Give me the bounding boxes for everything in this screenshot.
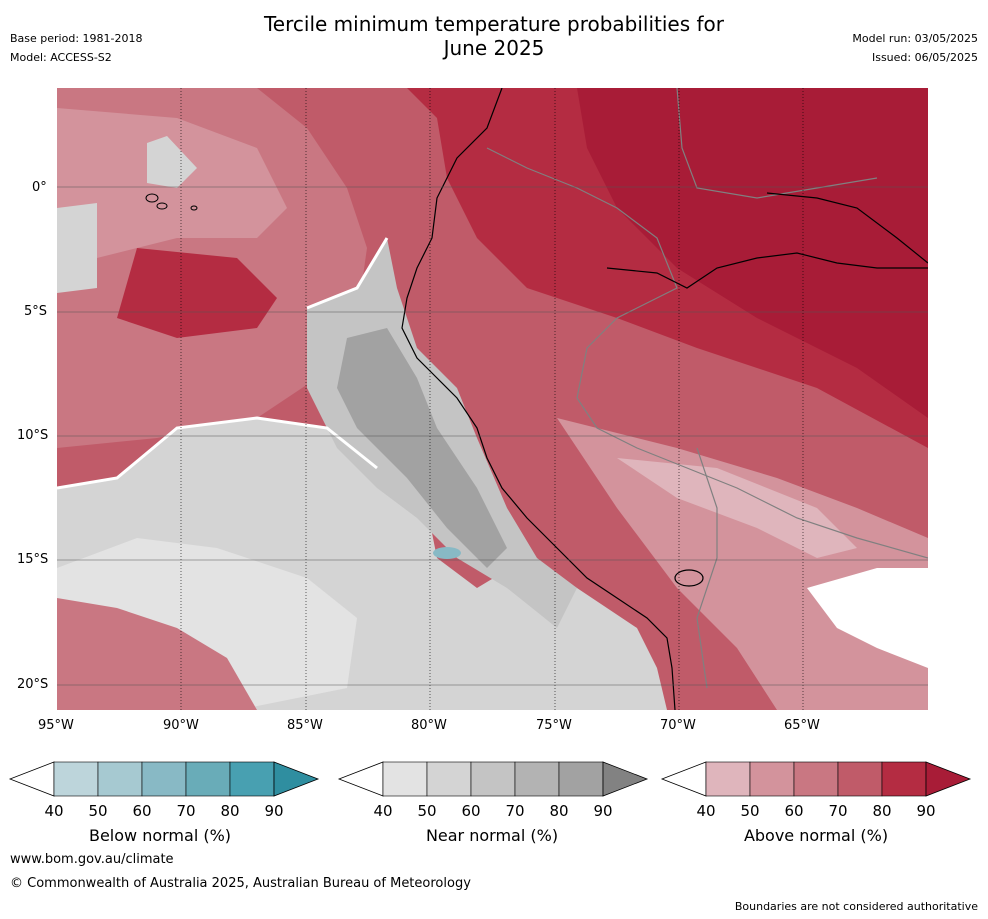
colorbar-tick: 70 — [505, 802, 525, 820]
colorbar-segment — [470, 761, 516, 797]
coastline — [401, 88, 676, 710]
near-normal-west-edge — [57, 203, 97, 293]
colorbar-tick: 40 — [373, 802, 393, 820]
colorbar-segment — [229, 761, 275, 797]
colorbar-tick: 60 — [784, 802, 804, 820]
colorbar-tick: 50 — [88, 802, 108, 820]
colorbar-tick: 70 — [828, 802, 848, 820]
lake-titicaca — [674, 569, 704, 587]
map-title: Tercile minimum temperature probabilitie… — [244, 12, 744, 60]
contour-outline-1 — [57, 416, 378, 490]
colorbar-extension-high — [602, 761, 649, 797]
lon-label: 80°W — [411, 718, 447, 733]
country-borders-north — [676, 88, 878, 199]
above-80-ocean-patch — [117, 248, 277, 338]
map-svg — [57, 88, 928, 710]
colorbar-tick: 60 — [461, 802, 481, 820]
copyright-text: © Commonwealth of Australia 2025, Austra… — [10, 876, 471, 891]
colorbar-segment — [793, 761, 839, 797]
colorbar-label-below: Below normal (%) — [88, 826, 232, 845]
colorbar-segment — [141, 761, 187, 797]
colorbar-tick: 50 — [740, 802, 760, 820]
colorbar-label-near: Near normal (%) — [425, 826, 559, 845]
amazon-river — [606, 252, 928, 289]
colorbar-tick: 80 — [220, 802, 240, 820]
colorbar-extension-low — [660, 761, 707, 797]
river-north — [766, 192, 928, 264]
colorbar-tick: 70 — [176, 802, 196, 820]
lon-label: 90°W — [163, 718, 199, 733]
above-60-ocean-northwest — [57, 108, 287, 268]
above-60-southeast — [557, 418, 928, 710]
colorbar-segment — [705, 761, 751, 797]
colorbar-segment — [53, 761, 99, 797]
colorbar-2 — [660, 761, 972, 797]
colorbar-label-above: Above normal (%) — [743, 826, 889, 845]
colorbar-tick: 50 — [417, 802, 437, 820]
colorbar-tick: 90 — [593, 802, 613, 820]
country-borders — [486, 147, 928, 559]
galapagos-island — [156, 202, 168, 210]
colorbar-segment — [749, 761, 795, 797]
latitude-gridlines — [57, 186, 928, 686]
colorbar-segment — [185, 761, 231, 797]
lat-label: 20°S — [17, 677, 49, 692]
colorbar-segment — [881, 761, 927, 797]
website-text: www.bom.gov.au/climate — [10, 852, 174, 867]
colorbar-1 — [337, 761, 649, 797]
title-line-1: Tercile minimum temperature probabilitie… — [263, 12, 725, 36]
no-dominant-patch — [807, 568, 928, 668]
lon-label: 65°W — [784, 718, 820, 733]
base-period-text: Base period: 1981-2018 — [10, 32, 143, 45]
colorbar-segment — [97, 761, 143, 797]
lon-label: 85°W — [287, 718, 323, 733]
country-borders-south — [696, 447, 718, 689]
colorbar-segment — [514, 761, 560, 797]
lat-label: 15°S — [17, 552, 49, 567]
lat-label: 5°S — [24, 304, 48, 319]
colorbar-tick: 80 — [549, 802, 569, 820]
colorbar-tick: 40 — [44, 802, 64, 820]
colorbar-svg — [8, 761, 972, 797]
contour-outline-2 — [306, 237, 389, 310]
colorbar-extension-high — [925, 761, 972, 797]
disclaimer-text: Boundaries are not considered authoritat… — [734, 900, 978, 913]
title-line-2: June 2025 — [443, 36, 545, 60]
colorbar-segment — [837, 761, 883, 797]
galapagos-island — [190, 205, 198, 211]
colorbar-0 — [8, 761, 320, 797]
colorbar-segment — [558, 761, 604, 797]
above-40-southeast — [617, 458, 857, 558]
below-normal-patch — [433, 547, 461, 559]
colorbar-tick: 90 — [264, 802, 284, 820]
colorbar-extension-high — [273, 761, 320, 797]
colorbar-extension-low — [8, 761, 55, 797]
colorbar-tick: 90 — [916, 802, 936, 820]
model-run-text: Model run: 03/05/2025 — [852, 32, 978, 45]
near-normal-galapagos — [147, 136, 197, 188]
colorbar-segment — [426, 761, 472, 797]
colorbar-segment — [382, 761, 428, 797]
above-70-southwest — [57, 598, 257, 710]
colorbar-tick: 40 — [696, 802, 716, 820]
probability-map — [57, 88, 928, 710]
colorbar-extension-low — [337, 761, 384, 797]
issued-text: Issued: 06/05/2025 — [871, 51, 978, 64]
model-text: Model: ACCESS-S2 — [10, 51, 112, 64]
lat-label: 10°S — [17, 428, 49, 443]
lat-label: 0° — [32, 180, 47, 195]
lon-label: 70°W — [660, 718, 696, 733]
above-90-core — [577, 88, 928, 418]
lon-label: 95°W — [38, 718, 74, 733]
colorbar-tick: 80 — [872, 802, 892, 820]
near-90-coastal — [337, 328, 507, 568]
colorbar-tick: 60 — [132, 802, 152, 820]
lon-label: 75°W — [536, 718, 572, 733]
galapagos-island — [145, 193, 159, 203]
